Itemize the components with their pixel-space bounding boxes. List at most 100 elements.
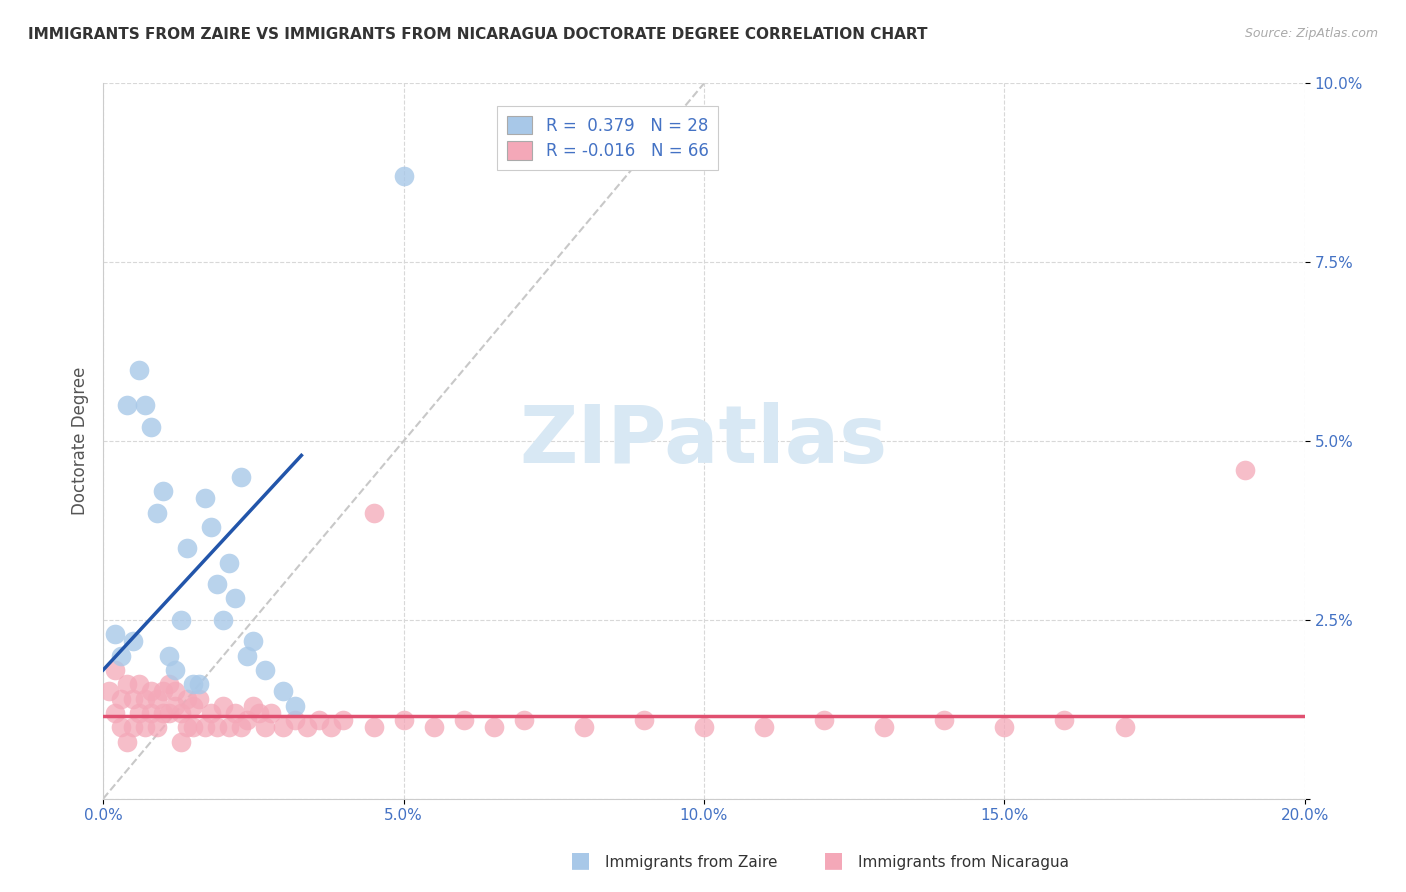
Point [115, 398, 138, 412]
Point [422, 720, 444, 734]
Point [207, 577, 229, 591]
Point [134, 720, 156, 734]
Point [170, 613, 193, 627]
Point [110, 648, 132, 663]
Text: IMMIGRANTS FROM ZAIRE VS IMMIGRANTS FROM NICARAGUA DOCTORATE DEGREE CORRELATION : IMMIGRANTS FROM ZAIRE VS IMMIGRANTS FROM… [28, 27, 928, 42]
Point [482, 720, 505, 734]
Point [141, 684, 163, 698]
Point [392, 713, 415, 727]
Point [1053, 713, 1076, 727]
Point [321, 720, 343, 734]
Point [224, 706, 246, 720]
Point [693, 720, 716, 734]
Point [165, 663, 187, 677]
Point [284, 698, 307, 713]
Point [297, 720, 319, 734]
Point [188, 691, 211, 706]
Point [165, 698, 187, 713]
Point [188, 677, 211, 691]
Point [200, 706, 222, 720]
Point [110, 691, 132, 706]
Point [152, 706, 174, 720]
Point [284, 713, 307, 727]
Point [260, 706, 283, 720]
Point [236, 648, 259, 663]
Text: Immigrants from Nicaragua: Immigrants from Nicaragua [858, 855, 1069, 870]
Point [752, 720, 775, 734]
Point [165, 684, 187, 698]
Point [170, 734, 193, 748]
Point [242, 698, 264, 713]
Point [181, 698, 204, 713]
Point [141, 419, 163, 434]
Point [176, 720, 198, 734]
Point [1233, 463, 1256, 477]
Text: ZIPatlas: ZIPatlas [520, 402, 889, 480]
Point [231, 720, 253, 734]
Point [813, 713, 835, 727]
Point [512, 713, 534, 727]
Point [363, 506, 385, 520]
Point [157, 677, 180, 691]
Point [110, 720, 132, 734]
Point [181, 720, 204, 734]
Point [122, 720, 145, 734]
Point [194, 491, 217, 506]
Text: Source: ZipAtlas.com: Source: ZipAtlas.com [1244, 27, 1378, 40]
Point [207, 720, 229, 734]
Point [993, 720, 1015, 734]
Point [128, 362, 150, 376]
Point [308, 713, 330, 727]
Point [157, 648, 180, 663]
Point [247, 706, 270, 720]
Point [242, 634, 264, 648]
Point [633, 713, 655, 727]
Point [146, 506, 169, 520]
Point [231, 470, 253, 484]
Point [146, 720, 169, 734]
Point [453, 713, 475, 727]
Point [98, 684, 121, 698]
Point [224, 591, 246, 606]
Point [122, 634, 145, 648]
Point [254, 663, 277, 677]
Text: Immigrants from Zaire: Immigrants from Zaire [605, 855, 778, 870]
Point [152, 484, 174, 499]
Point [1114, 720, 1136, 734]
Point [134, 691, 156, 706]
Point [194, 720, 217, 734]
Point [157, 706, 180, 720]
Point [181, 677, 204, 691]
Point [572, 720, 595, 734]
Point [212, 698, 235, 713]
Text: ■: ■ [569, 850, 591, 870]
Point [236, 713, 259, 727]
Legend: R =  0.379   N = 28, R = -0.016   N = 66: R = 0.379 N = 28, R = -0.016 N = 66 [498, 106, 718, 170]
Point [254, 720, 277, 734]
Point [104, 706, 127, 720]
Point [104, 663, 127, 677]
Point [128, 706, 150, 720]
Point [873, 720, 896, 734]
Point [218, 720, 240, 734]
Point [128, 677, 150, 691]
Point [176, 541, 198, 556]
Point [115, 734, 138, 748]
Point [104, 627, 127, 641]
Point [332, 713, 354, 727]
Text: ■: ■ [823, 850, 844, 870]
Point [200, 520, 222, 534]
Point [392, 169, 415, 184]
Point [363, 720, 385, 734]
Point [122, 691, 145, 706]
Point [141, 706, 163, 720]
Point [934, 713, 956, 727]
Point [273, 684, 295, 698]
Y-axis label: Doctorate Degree: Doctorate Degree [72, 367, 89, 516]
Point [273, 720, 295, 734]
Point [115, 677, 138, 691]
Point [146, 691, 169, 706]
Point [134, 398, 156, 412]
Point [170, 706, 193, 720]
Point [152, 684, 174, 698]
